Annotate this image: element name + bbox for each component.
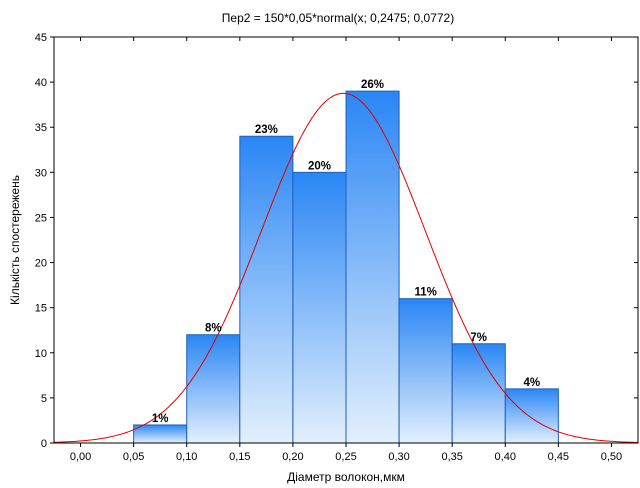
histogram-bar bbox=[239, 135, 294, 444]
x-tick-label: 0,20 bbox=[282, 451, 303, 463]
bar-percent-label: 1% bbox=[152, 413, 169, 425]
y-tick-label: 30 bbox=[35, 167, 47, 179]
x-tick-label: 0,25 bbox=[335, 451, 356, 463]
x-tick-label: 0,50 bbox=[601, 451, 622, 463]
chart-title: Пер2 = 150*0,05*normal(x; 0,2475; 0,0772… bbox=[222, 11, 454, 25]
x-axis-label: Діаметр волокон,мкм bbox=[287, 470, 405, 484]
x-tick-label: 0,45 bbox=[548, 451, 569, 463]
y-tick-label: 45 bbox=[35, 32, 47, 44]
x-tick-label: 0,30 bbox=[388, 451, 409, 463]
y-tick-label: 40 bbox=[35, 77, 47, 89]
normal-fit-curve bbox=[54, 92, 638, 443]
bar-percent-label: 26% bbox=[361, 79, 384, 91]
y-tick-label: 20 bbox=[35, 258, 47, 270]
y-axis-label: Кількість спостережень bbox=[8, 175, 22, 305]
bar-percent-label: 7% bbox=[470, 332, 487, 344]
y-tick-label: 15 bbox=[35, 303, 47, 315]
bar-percent-label: 20% bbox=[308, 160, 331, 172]
y-tick-label: 5 bbox=[41, 393, 47, 405]
bar-percent-label: 23% bbox=[255, 124, 278, 136]
histogram-bar bbox=[186, 334, 241, 444]
y-tick-label: 25 bbox=[35, 212, 47, 224]
x-axis-ticks: 0,00 0,05 0,10 0,15 0,20 0,25 0,30 0,35 0,40 0,45… bbox=[70, 37, 622, 463]
x-tick-label: 0,40 bbox=[495, 451, 516, 463]
y-tick-label: 10 bbox=[35, 348, 47, 360]
bar-percent-label: 11% bbox=[414, 287, 436, 299]
x-tick-label: 0,35 bbox=[441, 451, 462, 463]
fit-curve-layer bbox=[54, 92, 638, 443]
bars-layer bbox=[133, 90, 559, 444]
x-tick-label: 0,15 bbox=[229, 451, 250, 463]
y-tick-label: 0 bbox=[41, 438, 47, 450]
bar-percent-label: 4% bbox=[524, 377, 541, 389]
histogram-bar bbox=[504, 388, 559, 444]
y-axis-ticks: 0 5 10 15 20 25 30 35 40 45 bbox=[35, 32, 638, 450]
histogram-bar bbox=[451, 343, 506, 444]
x-tick-label: 0,05 bbox=[123, 451, 144, 463]
histogram-bar bbox=[292, 171, 347, 444]
histogram-bar bbox=[398, 298, 453, 444]
y-tick-label: 35 bbox=[35, 122, 47, 134]
bar-percent-label: 8% bbox=[205, 323, 222, 335]
x-tick-label: 0,10 bbox=[176, 451, 197, 463]
x-tick-label: 0,00 bbox=[70, 451, 91, 463]
histogram-bar bbox=[133, 424, 188, 444]
data-labels-layer: 1% 8% 23% 20% 26% 11% 7% 4% bbox=[152, 79, 540, 425]
histogram-bar bbox=[345, 90, 400, 444]
